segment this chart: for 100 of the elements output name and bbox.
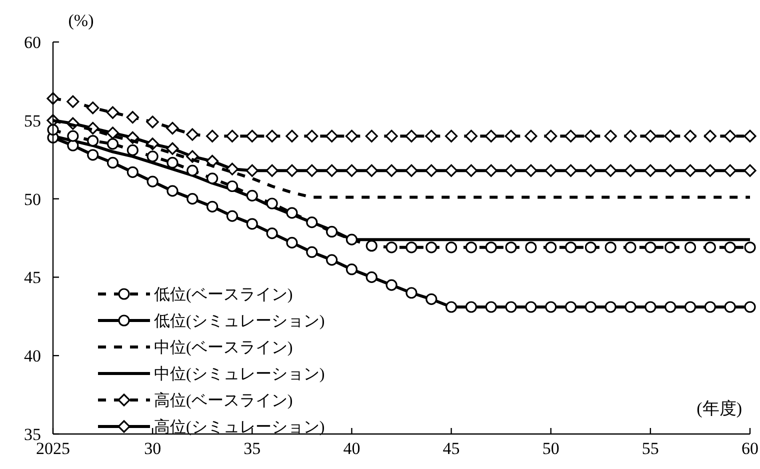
y-tick-label: 60 — [24, 32, 41, 52]
point — [425, 164, 438, 177]
point — [186, 193, 198, 205]
point — [386, 242, 398, 254]
y-axis-title: (%) — [68, 11, 94, 30]
point — [166, 185, 178, 197]
point — [644, 130, 657, 142]
point — [604, 301, 616, 313]
point — [106, 106, 120, 119]
point — [425, 130, 438, 142]
point — [624, 164, 637, 177]
point — [286, 207, 298, 219]
point — [365, 130, 378, 142]
point — [206, 130, 219, 142]
x-tick-label: 40 — [343, 439, 360, 458]
point — [524, 164, 538, 177]
point — [266, 164, 278, 177]
point — [126, 110, 139, 124]
point — [346, 234, 358, 246]
point — [385, 130, 398, 142]
point — [584, 242, 596, 254]
point — [266, 227, 278, 240]
point — [345, 164, 358, 177]
point — [426, 293, 438, 305]
point — [724, 301, 736, 313]
point — [704, 164, 716, 177]
point — [306, 216, 318, 228]
point — [386, 279, 398, 291]
point — [126, 166, 138, 178]
point — [584, 301, 596, 313]
legend-label: 高位(ベースライン) — [154, 392, 293, 410]
point — [444, 130, 458, 142]
point — [464, 164, 478, 177]
point — [465, 301, 477, 313]
y-tick-label: 40 — [24, 346, 41, 366]
point — [66, 95, 80, 108]
point — [664, 301, 676, 313]
point — [286, 130, 298, 142]
point — [724, 242, 736, 254]
x-tick-label: 45 — [442, 439, 460, 458]
point — [246, 130, 258, 142]
point — [86, 102, 100, 114]
y-tick-label: 45 — [24, 268, 41, 288]
point — [724, 164, 736, 177]
point — [604, 164, 617, 177]
legend-label: 低位(シミュレーション) — [154, 313, 325, 330]
point — [564, 301, 577, 313]
point — [464, 130, 478, 142]
point — [186, 164, 198, 176]
point — [704, 242, 716, 254]
point — [644, 164, 657, 177]
point — [684, 164, 697, 177]
point — [445, 242, 458, 254]
point — [326, 226, 338, 238]
point — [664, 130, 677, 142]
point — [525, 242, 537, 254]
y-tick-label: 55 — [24, 111, 41, 130]
point — [664, 242, 676, 254]
point — [106, 156, 119, 169]
point — [544, 164, 558, 177]
x-tick-label: 60 — [742, 439, 758, 458]
point — [67, 130, 79, 142]
point — [624, 301, 636, 313]
point — [604, 130, 617, 142]
point — [266, 198, 278, 210]
point — [306, 130, 318, 142]
point — [704, 130, 716, 142]
point — [226, 130, 239, 142]
point — [644, 242, 656, 254]
point — [106, 138, 119, 150]
point — [564, 164, 578, 177]
point — [406, 242, 418, 254]
point — [226, 210, 238, 222]
point — [664, 164, 677, 177]
point — [426, 242, 438, 254]
y-tick-label: 50 — [24, 190, 41, 209]
point — [246, 164, 258, 177]
point — [604, 242, 616, 254]
point — [306, 246, 318, 258]
point — [306, 164, 318, 177]
point — [445, 301, 458, 313]
point — [484, 164, 498, 177]
point — [704, 301, 716, 313]
point — [67, 140, 79, 152]
point — [624, 242, 636, 254]
point — [505, 301, 517, 313]
point — [584, 164, 597, 177]
point — [724, 130, 736, 142]
point — [584, 130, 597, 142]
point — [106, 126, 120, 140]
x-tick-label: 35 — [244, 439, 261, 458]
point — [684, 301, 696, 313]
point — [346, 264, 358, 276]
point — [405, 130, 418, 142]
point — [505, 242, 517, 254]
point — [444, 164, 458, 177]
point — [504, 130, 518, 142]
point — [524, 130, 538, 142]
x-tick-label: 30 — [144, 439, 162, 458]
point — [365, 164, 378, 177]
